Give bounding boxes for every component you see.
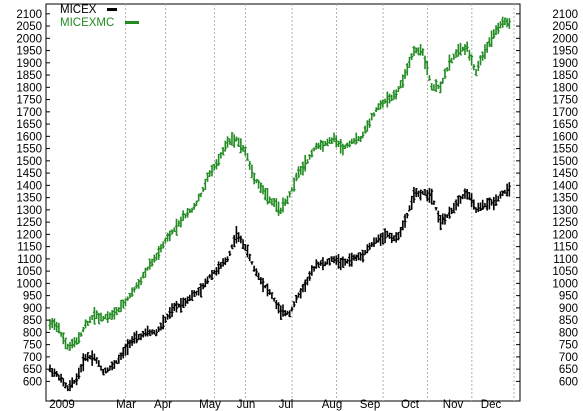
y-tick-label-right: 1250	[552, 217, 578, 229]
y-tick-label-right: 1450	[552, 168, 578, 180]
y-axis-left: 6006507007508008509009501000105011001150…	[16, 9, 50, 388]
y-tick-label-right: 1650	[552, 119, 578, 131]
y-tick-label-left: 1650	[16, 119, 42, 131]
y-tick-label-right: 2100	[552, 9, 578, 21]
y-tick-label-left: 1100	[17, 254, 42, 266]
y-tick-label-left: 1200	[16, 229, 42, 241]
x-tick-label: Sep	[360, 399, 380, 411]
x-tick-label: Aug	[322, 399, 342, 411]
y-tick-label-left: 2050	[16, 21, 42, 33]
y-tick-label-left: 1850	[16, 70, 42, 82]
x-tick-label: Oct	[401, 399, 420, 411]
series-layer	[48, 16, 511, 392]
y-tick-label-right: 1950	[552, 46, 578, 58]
y-tick-label-left: 1050	[16, 266, 42, 278]
y-tick-label-right: 650	[559, 364, 578, 376]
y-tick-label-left: 1750	[16, 95, 42, 107]
x-tick-label: Jun	[237, 399, 256, 411]
y-tick-label-right: 1850	[552, 70, 578, 82]
y-tick-label-right: 850	[559, 315, 578, 327]
y-tick-label-right: 1300	[552, 205, 578, 217]
y-tick-label-left: 650	[23, 364, 42, 376]
y-tick-label-right: 600	[559, 376, 578, 388]
y-tick-label-right: 1800	[552, 82, 578, 94]
x-tick-label: Apr	[154, 399, 172, 411]
y-tick-label-right: 1200	[552, 229, 578, 241]
y-tick-label-left: 900	[23, 303, 42, 315]
legend-label-micex: MICEX	[60, 4, 97, 16]
y-tick-label-right: 750	[559, 340, 578, 352]
y-tick-label-right: 950	[559, 291, 578, 303]
x-axis: 2009 Mar Apr May Jun Jul Aug Sep Oct Nov Dec	[49, 399, 501, 411]
y-tick-label-right: 2000	[552, 33, 578, 45]
y-tick-label-right: 1700	[552, 107, 578, 119]
y-tick-label-left: 850	[23, 315, 42, 327]
legend-swatch-micexmc	[125, 21, 139, 24]
y-tick-label-left: 950	[23, 291, 42, 303]
legend: MICEX MICEXMC	[60, 4, 139, 29]
x-tick-label: 2009	[49, 399, 75, 411]
x-tick-label: Mar	[116, 399, 136, 411]
x-tick-label: Dec	[481, 399, 502, 411]
y-tick-label-right: 1750	[552, 95, 578, 107]
y-tick-label-left: 2100	[16, 9, 42, 21]
y-tick-label-left: 1900	[16, 58, 42, 70]
y-tick-label-left: 700	[23, 352, 42, 364]
y-tick-label-right: 2050	[552, 21, 578, 33]
x-tick-label: Nov	[443, 399, 464, 411]
y-tick-label-right: 1500	[552, 156, 578, 168]
y-tick-label-right: 1000	[552, 278, 578, 290]
y-tick-label-right: 800	[559, 327, 578, 339]
y-tick-label-right: 1100	[553, 254, 578, 266]
x-tick-label: Jul	[279, 399, 294, 411]
y-tick-label-left: 1800	[16, 82, 42, 94]
y-tick-label-left: 800	[23, 327, 42, 339]
y-tick-label-left: 1700	[16, 107, 42, 119]
series-micexmc	[48, 16, 511, 351]
y-tick-label-right: 1050	[552, 266, 578, 278]
y-tick-label-left: 750	[23, 340, 42, 352]
series-micex	[48, 182, 511, 392]
legend-swatch-micex	[107, 8, 117, 11]
y-tick-label-left: 1950	[16, 46, 42, 58]
y-tick-label-left: 1150	[17, 242, 42, 254]
y-tick-label-right: 1350	[552, 193, 578, 205]
legend-label-micexmc: MICEXMC	[60, 17, 114, 29]
x-tick-label: May	[199, 399, 221, 411]
y-tick-label-right: 1400	[552, 180, 578, 192]
y-axis-right: 6006507007508008509009501000105011001150…	[516, 9, 578, 388]
y-tick-label-left: 1350	[16, 193, 42, 205]
y-tick-label-right: 900	[559, 303, 578, 315]
y-tick-label-left: 1500	[16, 156, 42, 168]
y-tick-label-right: 700	[559, 352, 578, 364]
y-tick-label-left: 1250	[16, 217, 42, 229]
y-tick-label-left: 600	[23, 376, 42, 388]
y-tick-label-right: 1900	[552, 58, 578, 70]
y-tick-label-left: 1400	[16, 180, 42, 192]
y-tick-label-right: 1550	[552, 144, 578, 156]
y-tick-label-right: 1150	[553, 242, 578, 254]
y-tick-label-left: 1000	[16, 278, 42, 290]
y-tick-label-left: 1600	[16, 131, 42, 143]
y-tick-label-right: 1600	[552, 131, 578, 143]
y-tick-label-left: 2000	[16, 33, 42, 45]
y-tick-label-left: 1300	[16, 205, 42, 217]
y-tick-label-left: 1550	[16, 144, 42, 156]
y-tick-label-left: 1450	[16, 168, 42, 180]
